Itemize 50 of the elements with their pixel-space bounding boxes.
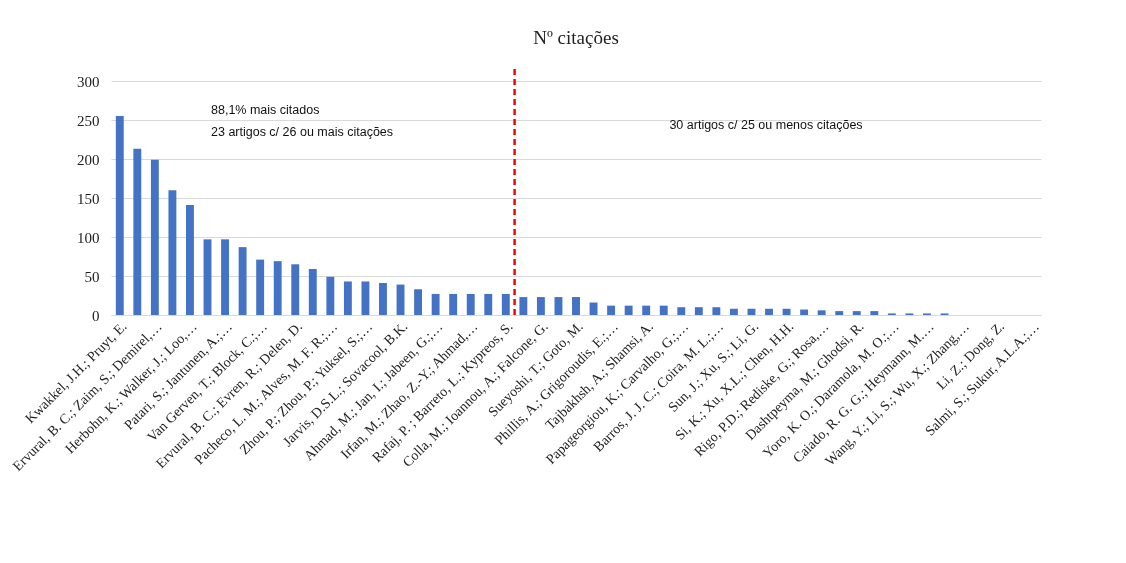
chart-title: Nº citações (533, 26, 619, 48)
bar (870, 311, 879, 315)
bar (186, 205, 194, 315)
bar (133, 148, 142, 315)
bar (501, 293, 510, 315)
bar (308, 268, 317, 315)
bar (624, 305, 633, 315)
bar (238, 247, 247, 315)
bar (431, 293, 440, 315)
bar (221, 239, 229, 315)
bar (519, 297, 528, 315)
bar (379, 283, 387, 315)
bar (607, 305, 616, 315)
bar (115, 116, 124, 315)
bar (835, 311, 844, 315)
annotation: 88,1% mais citados (211, 103, 320, 117)
bar (256, 259, 265, 315)
bar (852, 311, 861, 315)
bar (150, 159, 159, 315)
y-tick-label: 300 (77, 73, 100, 90)
annotation: 23 artigos c/ 26 ou mais citações (211, 125, 394, 139)
y-tick-label: 50 (84, 268, 100, 285)
bar (659, 305, 668, 315)
bar (694, 307, 703, 315)
y-tick-label: 250 (77, 112, 100, 129)
y-tick-label: 150 (77, 190, 100, 207)
bar (343, 281, 352, 315)
bar (449, 293, 458, 315)
bar (326, 276, 335, 315)
bar (782, 308, 791, 315)
bar (414, 289, 423, 315)
bar (536, 297, 545, 315)
y-tick-label: 0 (92, 307, 100, 324)
bar (572, 297, 580, 315)
bar (168, 190, 177, 315)
bar (817, 310, 826, 315)
annotation: 30 artigos c/ 25 ou menos citações (669, 118, 863, 132)
bar (291, 264, 300, 315)
bar (466, 293, 475, 315)
bar (729, 308, 738, 315)
y-tick-label: 200 (77, 151, 100, 168)
bar (800, 309, 809, 315)
bar (765, 308, 773, 315)
bar (712, 307, 721, 315)
bar (677, 307, 686, 315)
y-tick-label: 100 (77, 229, 100, 246)
bar (273, 261, 282, 315)
bar (361, 281, 370, 315)
bar (484, 293, 493, 315)
bar (642, 305, 651, 315)
